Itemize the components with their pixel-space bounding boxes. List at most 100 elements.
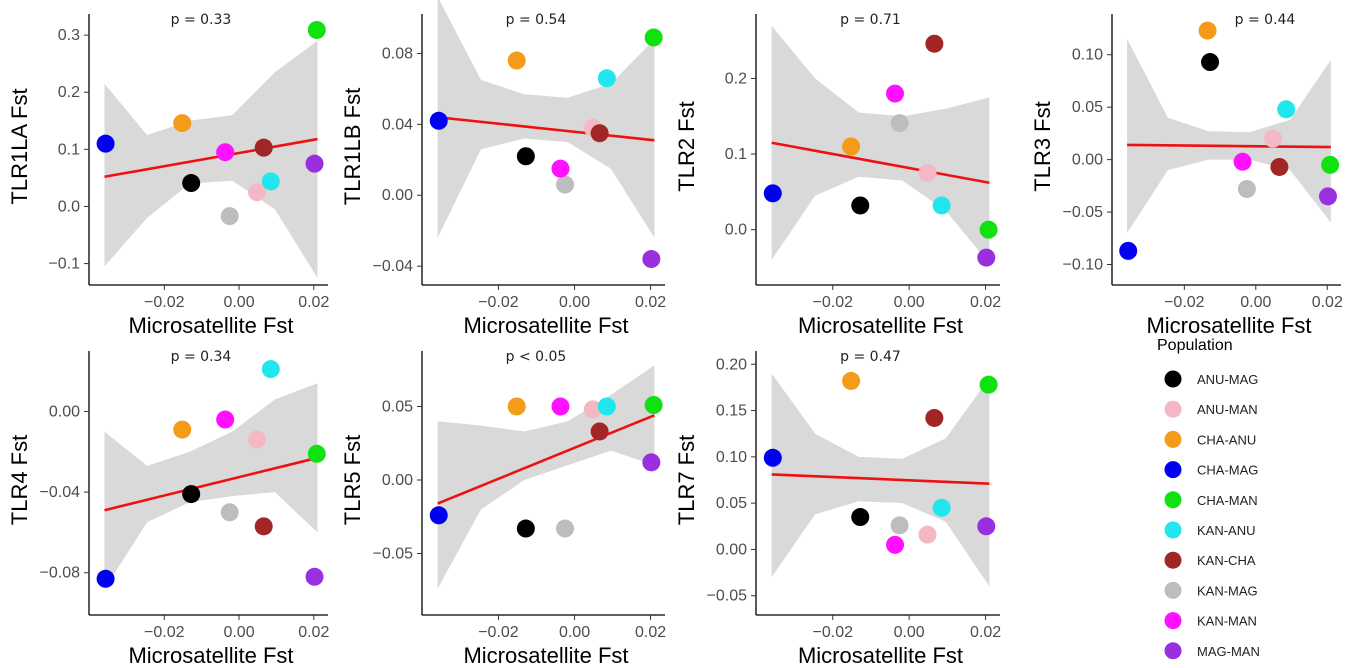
point-mag-man — [642, 453, 661, 472]
legend-swatch-cha-anu — [1164, 430, 1182, 448]
y-axis-title: TLR1LA Fst — [7, 88, 32, 204]
y-tick-label: −0.08 — [40, 565, 81, 582]
panel-7: −0.02 0.00 0.02 −0.05 0.00 0.05 0.10 0.15 0.20 Mi… — [674, 349, 1001, 668]
point-anu-mag — [516, 147, 535, 166]
point-mag-man — [1318, 187, 1337, 206]
y-tick-label: 0.0 — [725, 222, 747, 239]
regression-line — [771, 473, 990, 486]
legend-label-kan-mag: KAN-MAG — [1197, 583, 1258, 598]
point-cha-mag — [1119, 241, 1138, 260]
regression-line — [437, 414, 655, 505]
x-tick-label: 0.02 — [298, 624, 329, 641]
y-axis-title: TLR5 Fst — [340, 435, 365, 525]
y-tick-label: 0.04 — [382, 116, 413, 133]
y-axis-title: TLR4 Fst — [7, 435, 32, 525]
confidence-band — [771, 25, 990, 264]
x-tick-label: 0.00 — [894, 624, 925, 641]
y-tick-label: −0.04 — [373, 258, 414, 275]
legend-label-cha-mag: CHA-MAG — [1197, 463, 1258, 478]
y-axis-title: TLR3 Fst — [1030, 101, 1055, 191]
point-cha-man — [307, 20, 326, 39]
legend-label-cha-anu: CHA-ANU — [1197, 432, 1256, 447]
panel-2: −0.02 0.00 0.02 −0.04 0.00 0.04 0.08 Microsatel… — [340, 0, 666, 338]
x-tick-label: 0.00 — [223, 624, 254, 641]
legend-title: Population — [1157, 337, 1233, 354]
point-cha-anu — [173, 114, 192, 133]
point-kan-anu — [932, 498, 951, 517]
legend: Population ANU-MAG ANU-MAN CHA-ANU CHA-MAG CH… — [1157, 337, 1260, 660]
x-tick-label: −0.02 — [1164, 294, 1205, 311]
y-tick-label: 0.00 — [382, 187, 413, 204]
y-tick-label: −0.10 — [1063, 257, 1104, 274]
p-value-label: p < 0.05 — [506, 349, 567, 365]
y-tick-label: 0.10 — [1072, 47, 1103, 64]
y-tick-label: −0.05 — [373, 546, 414, 563]
point-kan-man — [216, 410, 235, 429]
point-mag-man — [977, 248, 996, 267]
x-tick-label: 0.00 — [894, 294, 925, 311]
regression-line — [104, 137, 318, 179]
point-cha-man — [644, 396, 663, 414]
point-kan-man — [886, 535, 905, 554]
point-cha-mag — [96, 569, 115, 588]
y-tick-label: 0.00 — [382, 472, 413, 489]
point-kan-mag — [1237, 179, 1256, 198]
panel-1: −0.02 0.00 0.02 −0.1 0.0 0.1 0.2 0.3 Microsatell… — [7, 12, 329, 338]
x-tick-label: 0.00 — [223, 294, 254, 311]
confidence-band — [104, 40, 318, 278]
p-value-label: p = 0.34 — [171, 349, 232, 365]
p-value-label: p = 0.44 — [1235, 12, 1296, 28]
point-kan-cha — [590, 422, 609, 441]
x-tick-label: 0.00 — [559, 294, 590, 311]
y-tick-label: −0.1 — [48, 256, 80, 273]
point-cha-man — [644, 28, 663, 47]
panel-5: −0.02 0.00 0.02 −0.08 −0.04 0.00 Microsatellit… — [7, 349, 329, 668]
legend-swatch-anu-man — [1164, 400, 1182, 418]
point-mag-man — [642, 250, 661, 269]
point-kan-cha — [254, 138, 273, 157]
y-tick-label: 0.20 — [716, 356, 747, 373]
point-kan-man — [886, 84, 905, 103]
y-tick-label: 0.3 — [58, 27, 80, 44]
legend-swatch-mag-man — [1164, 642, 1182, 660]
point-cha-man — [1321, 155, 1340, 174]
y-tick-label: 0.05 — [382, 398, 413, 415]
point-mag-man — [305, 567, 324, 586]
x-tick-label: −0.02 — [813, 624, 854, 641]
x-axis-title: Microsatellite Fst — [1146, 313, 1311, 338]
point-cha-anu — [1198, 21, 1217, 40]
confidence-band — [437, 0, 655, 238]
point-cha-man — [979, 375, 998, 394]
legend-swatch-kan-mag — [1164, 581, 1182, 599]
point-kan-cha — [590, 124, 609, 143]
y-axis-title: TLR7 Fst — [674, 435, 699, 525]
y-tick-label: 0.00 — [716, 541, 747, 558]
point-mag-man — [977, 517, 996, 536]
point-kan-anu — [932, 196, 951, 215]
y-tick-label: 0.1 — [58, 141, 80, 158]
y-tick-label: 0.00 — [49, 403, 80, 420]
y-tick-label: −0.05 — [1063, 204, 1104, 221]
y-tick-label: 0.1 — [725, 146, 747, 163]
y-tick-label: 0.08 — [382, 45, 413, 62]
point-cha-man — [979, 220, 998, 239]
y-tick-label: 0.00 — [1072, 152, 1103, 169]
confidence-band — [437, 365, 655, 589]
point-kan-anu — [597, 397, 616, 416]
p-value-label: p = 0.54 — [506, 12, 567, 28]
y-tick-label: 0.10 — [716, 449, 747, 466]
x-tick-label: 0.02 — [1312, 294, 1343, 311]
regression-line — [437, 115, 655, 142]
point-anu-mag — [851, 196, 870, 215]
point-kan-cha — [254, 517, 273, 536]
x-tick-label: 0.02 — [970, 624, 1001, 641]
legend-swatch-cha-mag — [1164, 461, 1182, 479]
point-cha-mag — [429, 506, 448, 525]
point-kan-mag — [220, 503, 239, 522]
x-tick-label: −0.02 — [144, 624, 185, 641]
point-anu-man — [918, 525, 937, 544]
x-tick-label: 0.02 — [298, 294, 329, 311]
panel-4: −0.02 0.00 0.02 −0.10 −0.05 0.00 0.05 0.10 Micro… — [1030, 12, 1343, 338]
legend-label-anu-mag: ANU-MAG — [1197, 372, 1258, 387]
point-cha-man — [307, 444, 326, 463]
